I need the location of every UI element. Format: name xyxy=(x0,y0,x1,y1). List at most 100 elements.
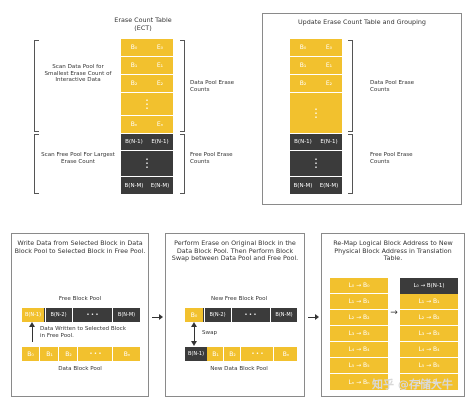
ect-block-id: B₂ xyxy=(121,75,147,93)
mapping-row: L₁ → B₁ xyxy=(400,294,458,310)
remapped-row: L₀ → B(N-1) xyxy=(400,278,458,294)
data-pool-erase-counts-label: Data Pool Erase Counts xyxy=(370,80,415,93)
new-translation-table xyxy=(400,278,458,390)
selected-free-block: B(N-1) xyxy=(22,308,44,322)
right-brace-icon xyxy=(180,40,185,132)
ect-ellipsis: ⋮ xyxy=(121,150,173,174)
arrow-head-icon xyxy=(315,314,319,320)
mapping-row: L₂ → B₂ xyxy=(400,310,458,326)
free-block: B(N-M) xyxy=(270,308,297,322)
remap-arrow-icon: → xyxy=(390,308,398,318)
ect-data-pool xyxy=(121,39,173,133)
free-block-pool-label: Free Block Pool xyxy=(58,296,102,302)
left-brace-icon xyxy=(34,40,39,132)
ect-erase-count: E₂ xyxy=(147,75,173,93)
ect-block-id: B₁ xyxy=(290,57,316,75)
mapping-row: L₄ → B₄ xyxy=(400,342,458,358)
next-arrow-icon xyxy=(308,317,316,318)
old-translation-table xyxy=(330,278,388,390)
ect-erase-count: E₁ xyxy=(147,57,173,75)
watermark: 知乎 @存储大牛 xyxy=(372,378,453,391)
free-pool-erase-counts-label: Free Pool Erase Counts xyxy=(190,152,233,165)
free-block: B(N-2) xyxy=(45,308,71,322)
ect-block-id: B(N-M) xyxy=(121,176,147,194)
updated-data-pool xyxy=(290,39,342,133)
ect-erase-count: Eₙ xyxy=(147,115,173,133)
swapped-free-block: B₀ xyxy=(185,308,203,322)
new-data-block-pool xyxy=(185,347,297,361)
ect-erase-count: E₀ xyxy=(316,39,342,57)
mapping-row: L₂ → B₂ xyxy=(330,310,388,326)
ect-title: Erase Count Table xyxy=(114,16,172,24)
free-block: B(N-2) xyxy=(204,308,230,322)
right-brace-icon xyxy=(348,134,353,194)
up-arrow-icon xyxy=(32,326,33,342)
scan-free-pool-label: Scan Free Pool For Largest Erase Count xyxy=(41,152,115,165)
ect-ellipsis: ⋮ xyxy=(141,97,153,111)
ect-block-id: B(N-1) xyxy=(125,139,143,145)
arrow-head-icon xyxy=(159,314,163,320)
ect-ellipsis: ⋮ xyxy=(290,150,342,174)
arrow-head-icon xyxy=(191,322,197,327)
next-arrow-icon xyxy=(152,317,160,318)
free-block-ellipsis: • • • xyxy=(72,308,112,322)
free-pool-erase-counts-label: Free Pool Erase Counts xyxy=(370,152,413,165)
step2-title: Perform Erase on Original Block in the D… xyxy=(171,239,299,263)
data-block-ellipsis: • • • xyxy=(242,347,274,361)
right-brace-icon xyxy=(180,134,185,194)
arrow-head-icon xyxy=(191,341,197,346)
ect-erase-count: E(N-1) xyxy=(320,139,338,145)
ect-erase-count: E(N-1) xyxy=(151,139,169,145)
ect-block-id: B₁ xyxy=(121,57,147,75)
ect-erase-count: E(N-M) xyxy=(316,176,342,194)
new-free-block-pool xyxy=(185,308,297,322)
ect-block-id: B₀ xyxy=(290,39,316,57)
scan-data-pool-label: Scan Data Pool for Smallest Erase Count … xyxy=(44,64,112,84)
swap-label: Swap xyxy=(202,330,218,336)
new-free-block-pool-label: New Free Block Pool xyxy=(210,296,268,302)
mapping-row: L₃ → B₃ xyxy=(400,326,458,342)
data-block-pool xyxy=(22,347,140,361)
data-block: B₂ xyxy=(60,347,78,361)
swap-arrow-icon xyxy=(194,325,195,343)
ect-free-pool xyxy=(121,134,173,194)
data-block: Bₙ xyxy=(282,350,290,358)
mapping-row: L₅ → B₅ xyxy=(400,358,458,374)
ect-block-id: B(N-M) xyxy=(290,176,316,194)
free-block-pool xyxy=(22,308,140,322)
step1-title: Write Data from Selected Block in Data B… xyxy=(14,239,146,255)
new-data-block-pool-label: New Data Block Pool xyxy=(210,366,268,372)
arrow-head-icon xyxy=(29,322,35,327)
mapping-row: Lₙ → Bₙ xyxy=(418,378,440,386)
updated-free-pool xyxy=(290,134,342,194)
free-block-ellipsis: • • • xyxy=(231,308,269,322)
mapping-row: L₀ → B₀ xyxy=(330,278,388,294)
ect-block-id: B₂ xyxy=(290,75,316,93)
data-block: B₂ xyxy=(225,347,241,361)
data-block-ellipsis: • • • xyxy=(79,347,113,361)
data-block: B₁ xyxy=(208,347,224,361)
data-block: B₁ xyxy=(41,347,59,361)
data-pool-erase-counts-label: Data Pool Erase Counts xyxy=(190,80,235,93)
ect-subtitle: (ECT) xyxy=(134,24,152,32)
mapping-row: L₃ → B₃ xyxy=(330,326,388,342)
ect-erase-count: E₀ xyxy=(147,39,173,57)
mapping-row: L₅ → B₅ xyxy=(330,358,388,374)
mapping-row: L₁ → B₁ xyxy=(330,294,388,310)
ect-block-id: Bₙ xyxy=(121,115,147,133)
update-ect-title: Update Erase Count Table and Grouping xyxy=(297,18,426,26)
data-written-note: Data Written to Selected Block in Free P… xyxy=(40,326,126,339)
ect-erase-count: E₁ xyxy=(316,57,342,75)
step3-title: Re-Map Logical Block Address to New Phys… xyxy=(333,239,453,263)
data-block: Bₙ xyxy=(123,350,131,358)
mapping-row: L₄ → B₄ xyxy=(330,342,388,358)
ect-block-id: B(N-1) xyxy=(294,139,312,145)
free-block: B(N-M) xyxy=(112,308,140,322)
swapped-data-block: B(N-1) xyxy=(185,347,207,361)
data-block-pool-label: Data Block Pool xyxy=(58,366,102,372)
left-brace-icon xyxy=(34,134,39,194)
ect-erase-count: E₂ xyxy=(316,75,342,93)
data-block: B₀ xyxy=(22,347,40,361)
ect-erase-count: E(N-M) xyxy=(147,176,173,194)
ect-block-id: B₀ xyxy=(121,39,147,57)
